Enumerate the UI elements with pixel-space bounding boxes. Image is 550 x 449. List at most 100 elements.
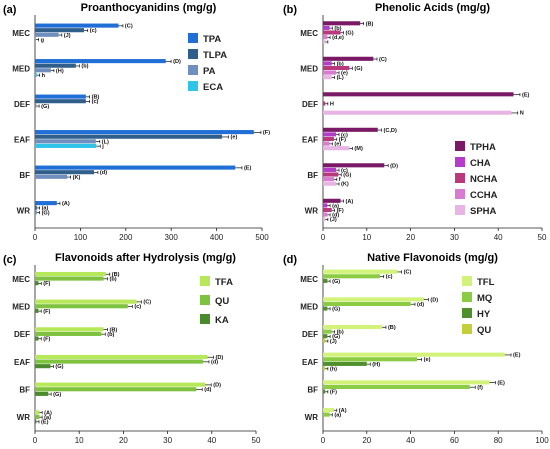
category-label: BF bbox=[307, 386, 318, 395]
significance-letter: (F) bbox=[263, 130, 270, 136]
bar bbox=[35, 59, 166, 64]
significance-letter: (c) bbox=[341, 132, 348, 138]
legend-entry: PA bbox=[203, 66, 216, 77]
significance-letter: f bbox=[339, 177, 341, 183]
significance-letter: (c) bbox=[341, 168, 348, 174]
category-label: MEC bbox=[300, 275, 318, 284]
bar bbox=[323, 132, 337, 137]
significance-letter: (a) bbox=[334, 413, 341, 419]
significance-letter: (L) bbox=[337, 75, 344, 81]
bar bbox=[323, 30, 341, 35]
x-tick-label: 50 bbox=[252, 436, 261, 444]
x-tick-label: 40 bbox=[207, 436, 216, 444]
significance-letter: (h) bbox=[330, 366, 337, 372]
bar bbox=[35, 94, 86, 99]
x-tick-label: 10 bbox=[75, 436, 84, 444]
category-label: MED bbox=[12, 64, 30, 73]
significance-letter: (e) bbox=[424, 357, 431, 363]
significance-letter: (b) bbox=[337, 61, 344, 67]
significance-letter: (d) bbox=[204, 387, 211, 393]
legend-swatch bbox=[188, 81, 198, 91]
category-label: MEC bbox=[12, 275, 30, 284]
x-tick-label: 100 bbox=[74, 233, 88, 242]
category-label: WR bbox=[305, 413, 319, 422]
category-label: DEF bbox=[14, 100, 30, 109]
significance-letter: (b) bbox=[81, 64, 88, 70]
x-tick-label: 0 bbox=[321, 436, 326, 444]
bar bbox=[323, 167, 337, 172]
bar bbox=[323, 35, 328, 40]
significance-letter: (E) bbox=[244, 166, 252, 172]
significance-letter: (e) bbox=[334, 142, 341, 148]
bar bbox=[323, 163, 385, 168]
bar bbox=[35, 414, 40, 419]
bar bbox=[35, 63, 76, 68]
significance-letter: (c) bbox=[386, 274, 393, 280]
legend-swatch bbox=[200, 276, 210, 286]
x-tick-label: 30 bbox=[163, 436, 172, 444]
significance-letter: (A) bbox=[44, 410, 52, 416]
significance-letter: (H) bbox=[56, 68, 64, 74]
legend-entry: TFA bbox=[215, 277, 233, 288]
legend-swatch bbox=[455, 141, 465, 151]
significance-letter: (C) bbox=[125, 24, 133, 30]
significance-letter: (C) bbox=[379, 57, 387, 63]
legend: TPHA CHA NCHA CCHA SPHA bbox=[455, 141, 498, 217]
category-label: DEF bbox=[302, 330, 318, 339]
bar bbox=[35, 327, 104, 332]
bar bbox=[323, 352, 505, 357]
significance-letter: (G) bbox=[41, 104, 49, 110]
category-label: WR bbox=[17, 413, 31, 422]
significance-letter: (D) bbox=[213, 383, 221, 389]
significance-letter: (D) bbox=[390, 163, 398, 169]
bar bbox=[323, 269, 398, 274]
bar bbox=[35, 165, 236, 170]
significance-letter: (B) bbox=[112, 272, 120, 278]
category-label: MEC bbox=[12, 29, 30, 38]
category-label: EAF bbox=[14, 135, 30, 144]
bar bbox=[323, 334, 328, 339]
significance-letter: (F) bbox=[337, 208, 344, 214]
significance-letter: (G) bbox=[55, 364, 63, 370]
bar bbox=[35, 391, 49, 396]
significance-letter: (a) bbox=[332, 203, 339, 209]
significance-letter: (F) bbox=[43, 309, 50, 315]
legend-entry: SPHA bbox=[470, 206, 497, 217]
bar bbox=[35, 72, 37, 77]
bar bbox=[323, 301, 411, 306]
x-tick-label: 20 bbox=[119, 436, 128, 444]
bar bbox=[323, 278, 328, 283]
bar bbox=[323, 146, 350, 151]
significance-letter: (K) bbox=[73, 175, 81, 181]
category-label: BF bbox=[19, 386, 30, 395]
legend-swatch bbox=[200, 295, 210, 305]
significance-letter: (b) bbox=[110, 277, 117, 283]
bar bbox=[323, 110, 512, 115]
legend-swatch bbox=[462, 308, 472, 318]
panel-label: (a) bbox=[3, 4, 17, 16]
significance-letter: (E) bbox=[497, 380, 505, 386]
significance-letter: (D) bbox=[430, 297, 438, 303]
bar bbox=[35, 364, 51, 369]
category-label: MED bbox=[12, 303, 30, 312]
x-tick-label: 80 bbox=[494, 436, 503, 444]
bar bbox=[35, 299, 137, 304]
legend-entry: KA bbox=[215, 315, 229, 326]
bar bbox=[35, 68, 51, 73]
bar bbox=[323, 70, 337, 75]
panel-label: (d) bbox=[283, 254, 297, 266]
significance-letter: (M) bbox=[354, 146, 363, 152]
significance-letter: (E) bbox=[41, 419, 49, 425]
x-tick-label: 0 bbox=[33, 233, 38, 242]
legend-entry: TLPA bbox=[203, 50, 227, 61]
bar bbox=[35, 32, 59, 37]
significance-letter: (G) bbox=[343, 172, 351, 178]
significance-letter: (b) bbox=[107, 332, 114, 338]
significance-letter: (b) bbox=[334, 26, 341, 32]
category-label: WR bbox=[17, 206, 31, 215]
bar bbox=[35, 281, 39, 286]
significance-letter: (e) bbox=[231, 135, 238, 141]
legend-swatch bbox=[455, 189, 465, 199]
bar bbox=[323, 75, 332, 80]
